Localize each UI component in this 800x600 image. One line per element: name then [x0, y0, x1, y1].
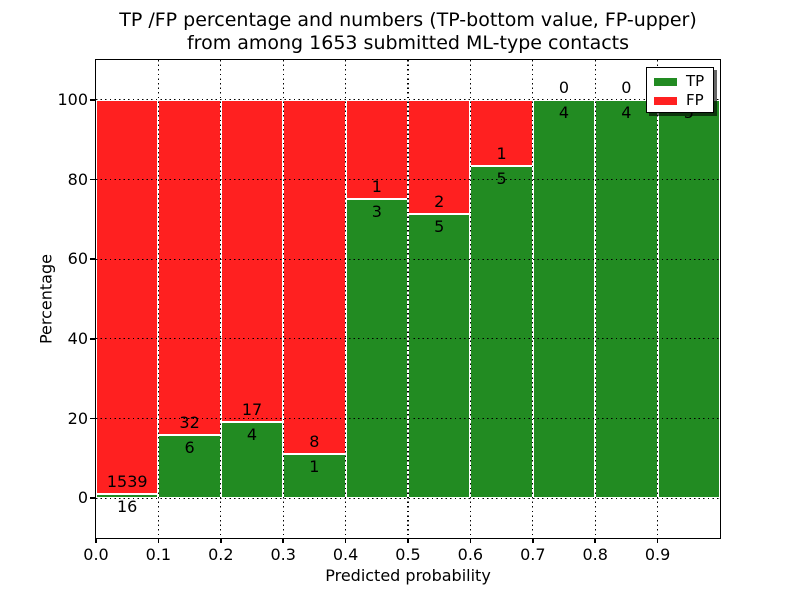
tp-swatch-icon: [654, 77, 677, 86]
gridline-vertical: [594, 60, 596, 538]
x-tick-label: 0.1: [145, 545, 172, 564]
bar-tp-segment: [657, 99, 720, 499]
legend-entry-tp: TP: [654, 72, 713, 91]
fp-count-label: 1: [496, 144, 507, 164]
x-tick-label: 0.3: [270, 545, 296, 564]
gridline-vertical: [469, 60, 472, 538]
fp-swatch-icon: [654, 96, 677, 105]
y-tick-label: 20: [67, 408, 88, 428]
bar-tp-segment: [158, 435, 221, 499]
y-tick-mark: [90, 258, 96, 260]
bar-fp-segment: [283, 99, 346, 454]
y-tick-label: 100: [57, 89, 88, 109]
legend-label-fp: FP: [686, 91, 704, 109]
y-tick-label: 60: [67, 249, 88, 269]
bar-tp-segment: [532, 99, 596, 499]
tp-count-label: 6: [184, 438, 195, 458]
gridline-horizontal: [96, 99, 720, 101]
fp-count-label: 0: [558, 77, 570, 97]
chart-title: TP /FP percentage and numbers (TP-bottom…: [96, 9, 720, 55]
x-tick-label: 0.2: [208, 545, 234, 564]
tp-count-label: 4: [621, 102, 632, 122]
gridline-horizontal: [96, 417, 720, 420]
gridline-vertical: [344, 60, 347, 538]
tp-count-label: 3: [371, 202, 382, 222]
y-axis-label: Percentage: [36, 254, 56, 345]
y-tick-mark: [90, 417, 96, 420]
tp-count-label: 1: [309, 456, 320, 476]
gridline-vertical: [407, 60, 409, 538]
tp-count-label: 5: [434, 216, 445, 236]
x-tick-label: 0.5: [395, 545, 421, 564]
gridline-vertical: [220, 60, 222, 538]
fp-count-label: 2: [434, 191, 445, 211]
fp-count-label: 8: [309, 431, 320, 451]
gridline-horizontal: [96, 258, 720, 260]
tp-count-label: 16: [117, 497, 138, 517]
y-tick-mark: [90, 178, 96, 181]
x-tick-mark: [282, 538, 284, 543]
x-tick-label: 0.9: [644, 545, 671, 564]
tp-count-label: 4: [558, 102, 570, 122]
y-tick-label: 80: [67, 169, 88, 189]
tp-count-label: 5: [496, 169, 507, 189]
legend: TP FP: [646, 67, 714, 113]
bar-tp-segment: [345, 199, 408, 499]
gridline-vertical: [157, 60, 160, 538]
x-axis-label: Predicted probability: [325, 566, 491, 585]
x-tick-mark: [220, 538, 222, 543]
gridline-vertical: [656, 60, 659, 538]
x-tick-label: 0.4: [332, 545, 359, 564]
x-tick-mark: [95, 538, 97, 543]
fp-count-label: 0: [621, 77, 632, 97]
bar-tp-segment: [470, 166, 533, 499]
x-tick-mark: [157, 538, 160, 543]
fp-count-label: 32: [179, 413, 200, 433]
x-tick-mark: [344, 538, 347, 543]
legend-label-tp: TP: [686, 72, 705, 90]
y-tick-label: 0: [77, 488, 88, 508]
chart-title-line-2: from among 1653 submitted ML-type contac…: [186, 32, 630, 54]
gridline-vertical: [282, 60, 284, 538]
y-tick-mark: [90, 497, 96, 499]
gridline-horizontal: [96, 178, 720, 181]
chart-title-line-1: TP /FP percentage and numbers (TP-bottom…: [119, 9, 697, 31]
x-tick-mark: [656, 538, 659, 543]
tp-count-label: 4: [246, 425, 258, 445]
bar-tp-segment: [595, 99, 658, 499]
x-tick-label: 0.6: [457, 545, 484, 564]
fp-count-label: 1: [371, 177, 382, 197]
fp-count-label: 17: [241, 400, 263, 420]
fp-count-label: 1539: [106, 472, 148, 492]
bar-tp-segment: [283, 453, 346, 499]
plot-area: 15391632617481132515040405: [94, 58, 721, 539]
gridline-horizontal: [96, 497, 720, 499]
x-tick-mark: [594, 538, 596, 543]
bar-fp-segment: [158, 99, 221, 436]
x-tick-mark: [407, 538, 409, 543]
x-tick-label: 0.8: [582, 545, 608, 564]
x-tick-mark: [469, 538, 472, 543]
bar-tp-segment: [408, 213, 471, 499]
x-tick-label: 0.0: [83, 545, 109, 564]
y-tick-mark: [90, 99, 96, 101]
bar-fp-segment: [96, 99, 159, 495]
bar-fp-segment: [220, 99, 284, 423]
y-tick-label: 40: [67, 328, 88, 348]
gridline-horizontal: [96, 338, 720, 340]
legend-entry-fp: FP: [654, 91, 713, 110]
gridline-vertical: [532, 60, 534, 538]
x-tick-label: 0.7: [520, 545, 546, 564]
x-tick-mark: [532, 538, 534, 543]
y-tick-mark: [90, 338, 96, 340]
